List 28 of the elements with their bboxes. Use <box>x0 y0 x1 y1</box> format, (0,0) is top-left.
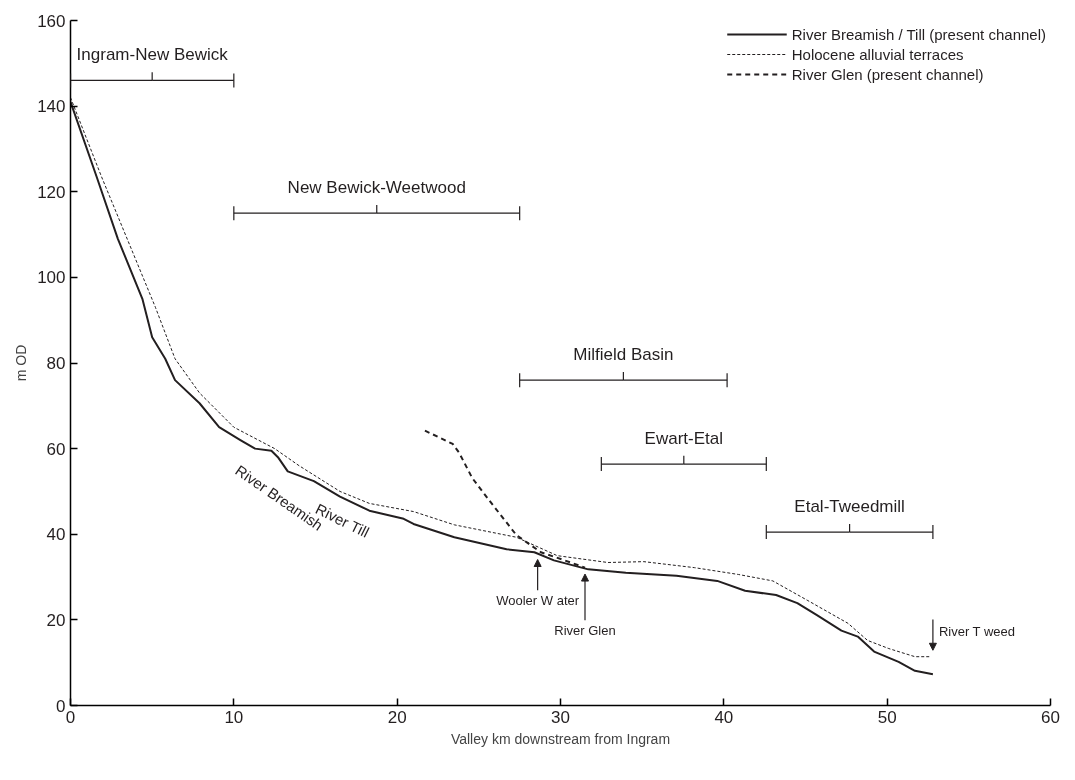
x-tick-label: 40 <box>714 707 734 727</box>
annotation: Ingram-New Bewick <box>76 45 229 64</box>
y-tick-label: 160 <box>37 11 66 31</box>
annotation: Ewart-Etal <box>644 428 724 448</box>
y-tick-label: 80 <box>46 354 66 373</box>
x-tick-label: 30 <box>551 707 570 727</box>
annotation: River T weed <box>938 624 1016 640</box>
x-tick-label: 50 <box>877 707 897 727</box>
line-series <box>423 429 586 569</box>
x-tick-label: 60 <box>1041 707 1060 727</box>
legend-label: River Breamish / Till (present channel) <box>791 25 1046 43</box>
y-tick-label: 20 <box>46 610 66 630</box>
annotation: Etal-Tweedmill <box>794 496 905 516</box>
legend-label: Holocene alluvial terraces <box>791 45 964 63</box>
y-tick-label: 40 <box>46 525 66 545</box>
y-tick-label: 60 <box>46 439 66 459</box>
legend-label: River Glen (present channel) <box>791 65 984 83</box>
y-tick-label: 140 <box>37 97 66 117</box>
x-axis-title: Valley km downstream from Ingram <box>450 730 671 747</box>
y-axis-title: m OD <box>13 344 30 382</box>
annotation: River Glen <box>554 622 616 638</box>
annotation: Milfield Basin <box>573 344 674 364</box>
annotation: Wooler W ater <box>496 592 580 608</box>
annotation: New Bewick-Weetwood <box>287 177 466 197</box>
y-tick-label: 100 <box>37 268 66 288</box>
x-tick-label: 20 <box>387 707 407 727</box>
x-tick-label: 10 <box>224 707 244 727</box>
y-tick-label: 120 <box>37 182 66 202</box>
